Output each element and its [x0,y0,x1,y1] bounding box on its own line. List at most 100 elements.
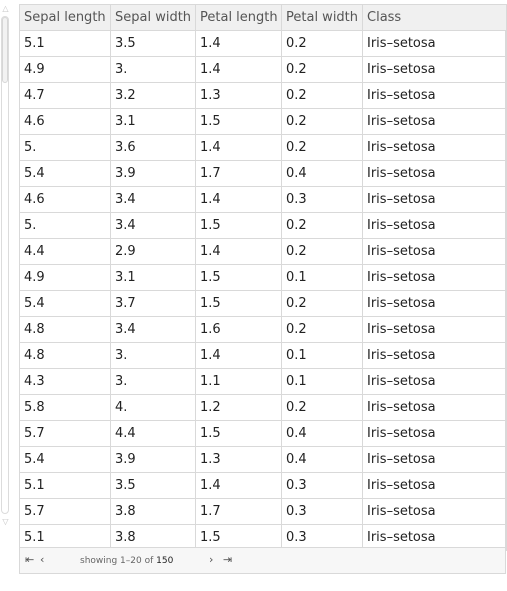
column-header-petal-length[interactable]: Petal length [195,4,282,31]
table-row[interactable]: 5.4 3.9 1.7 0.4 Iris–setosa [19,160,507,187]
table-row[interactable]: 4.8 3. 1.4 0.1 Iris–setosa [19,342,507,369]
page-status: showing 1–20 of 150 [80,555,173,567]
cell-sepal-length: 5.4 [19,160,111,187]
cell-petal-length: 1.7 [195,160,282,187]
column-header-sepal-width[interactable]: Sepal width [110,4,196,31]
cell-petal-length: 1.2 [195,394,282,421]
scroll-up-icon[interactable]: △ [2,4,9,13]
cell-sepal-length: 4.6 [19,186,111,213]
table-row[interactable]: 5.7 3.8 1.7 0.3 Iris–setosa [19,498,507,525]
last-page-icon[interactable]: ⇥ [223,553,233,566]
cell-petal-length: 1.5 [195,290,282,317]
next-page-icon[interactable]: › [209,553,214,566]
cell-class: Iris–setosa [362,472,507,499]
table-row[interactable]: 4.7 3.2 1.3 0.2 Iris–setosa [19,82,507,109]
cell-petal-length: 1.4 [195,342,282,369]
scroll-down-icon[interactable]: ▽ [2,517,9,526]
table-row[interactable]: 4.8 3.4 1.6 0.2 Iris–setosa [19,316,507,343]
first-page-icon[interactable]: ⇤ [25,553,35,566]
scroll-track[interactable] [1,16,9,514]
table-row[interactable]: 4.9 3. 1.4 0.2 Iris–setosa [19,56,507,83]
pagination-bar: ⇤ ‹ showing 1–20 of 150 › ⇥ [19,547,506,574]
cell-sepal-length: 4.3 [19,368,111,395]
cell-petal-width: 0.2 [281,134,363,161]
cell-petal-width: 0.2 [281,212,363,239]
cell-petal-width: 0.4 [281,446,363,473]
table-row[interactable]: 4.3 3. 1.1 0.1 Iris–setosa [19,368,507,395]
cell-sepal-width: 3.9 [110,160,196,187]
previous-page-icon[interactable]: ‹ [40,553,45,566]
cell-class: Iris–setosa [362,134,507,161]
showing-range: showing 1–20 [80,556,142,566]
cell-sepal-length: 4.8 [19,316,111,343]
cell-class: Iris–setosa [362,290,507,317]
cell-sepal-width: 3.1 [110,264,196,291]
cell-class: Iris–setosa [362,342,507,369]
cell-sepal-length: 5.1 [19,524,111,551]
cell-petal-width: 0.2 [281,290,363,317]
cell-sepal-width: 3.4 [110,212,196,239]
cell-petal-width: 0.1 [281,264,363,291]
scroll-thumb[interactable] [2,17,8,83]
cell-class: Iris–setosa [362,186,507,213]
cell-class: Iris–setosa [362,420,507,447]
cell-petal-width: 0.4 [281,160,363,187]
cell-sepal-width: 2.9 [110,238,196,265]
total-count: 150 [156,556,174,566]
table-row[interactable]: 4.6 3.1 1.5 0.2 Iris–setosa [19,108,507,135]
cell-petal-width: 0.2 [281,30,363,57]
cell-petal-width: 0.1 [281,368,363,395]
column-header-petal-width[interactable]: Petal width [281,4,363,31]
cell-petal-length: 1.4 [195,56,282,83]
table-row[interactable]: 5.1 3.5 1.4 0.2 Iris–setosa [19,30,507,57]
cell-petal-width: 0.2 [281,56,363,83]
cell-class: Iris–setosa [362,316,507,343]
cell-petal-length: 1.7 [195,498,282,525]
cell-sepal-length: 5.4 [19,290,111,317]
table-row[interactable]: 5.8 4. 1.2 0.2 Iris–setosa [19,394,507,421]
cell-class: Iris–setosa [362,368,507,395]
table-row[interactable]: 4.9 3.1 1.5 0.1 Iris–setosa [19,264,507,291]
cell-petal-length: 1.5 [195,212,282,239]
column-header-class[interactable]: Class [362,4,507,31]
table-row[interactable]: 4.6 3.4 1.4 0.3 Iris–setosa [19,186,507,213]
cell-petal-length: 1.4 [195,238,282,265]
cell-sepal-length: 4.6 [19,108,111,135]
cell-petal-length: 1.3 [195,82,282,109]
cell-petal-length: 1.5 [195,264,282,291]
cell-sepal-length: 4.9 [19,56,111,83]
cell-petal-length: 1.5 [195,108,282,135]
cell-sepal-length: 5. [19,212,111,239]
cell-sepal-width: 3.8 [110,498,196,525]
cell-class: Iris–setosa [362,82,507,109]
cell-petal-length: 1.6 [195,316,282,343]
cell-petal-length: 1.5 [195,420,282,447]
vertical-scrollbar[interactable]: △ ▽ [0,4,11,526]
table-row[interactable]: 5. 3.4 1.5 0.2 Iris–setosa [19,212,507,239]
table-row[interactable]: 5.1 3.8 1.5 0.3 Iris–setosa [19,524,507,551]
cell-sepal-width: 3.9 [110,446,196,473]
cell-class: Iris–setosa [362,446,507,473]
cell-sepal-width: 3. [110,368,196,395]
cell-class: Iris–setosa [362,56,507,83]
cell-sepal-width: 4. [110,394,196,421]
table-row[interactable]: 5.7 4.4 1.5 0.4 Iris–setosa [19,420,507,447]
cell-petal-length: 1.4 [195,186,282,213]
table-row[interactable]: 5.4 3.7 1.5 0.2 Iris–setosa [19,290,507,317]
cell-sepal-length: 4.8 [19,342,111,369]
data-table: Sepal length Sepal width Petal length Pe… [19,4,507,551]
cell-sepal-length: 5.1 [19,30,111,57]
cell-petal-length: 1.4 [195,134,282,161]
cell-sepal-length: 4.4 [19,238,111,265]
column-header-sepal-length[interactable]: Sepal length [19,4,111,31]
table-row[interactable]: 5.1 3.5 1.4 0.3 Iris–setosa [19,472,507,499]
table-row[interactable]: 4.4 2.9 1.4 0.2 Iris–setosa [19,238,507,265]
table-row[interactable]: 5. 3.6 1.4 0.2 Iris–setosa [19,134,507,161]
table-row[interactable]: 5.4 3.9 1.3 0.4 Iris–setosa [19,446,507,473]
cell-sepal-length: 4.7 [19,82,111,109]
header-row: Sepal length Sepal width Petal length Pe… [19,4,507,31]
cell-sepal-width: 3.4 [110,186,196,213]
cell-sepal-length: 5.8 [19,394,111,421]
cell-sepal-length: 4.9 [19,264,111,291]
